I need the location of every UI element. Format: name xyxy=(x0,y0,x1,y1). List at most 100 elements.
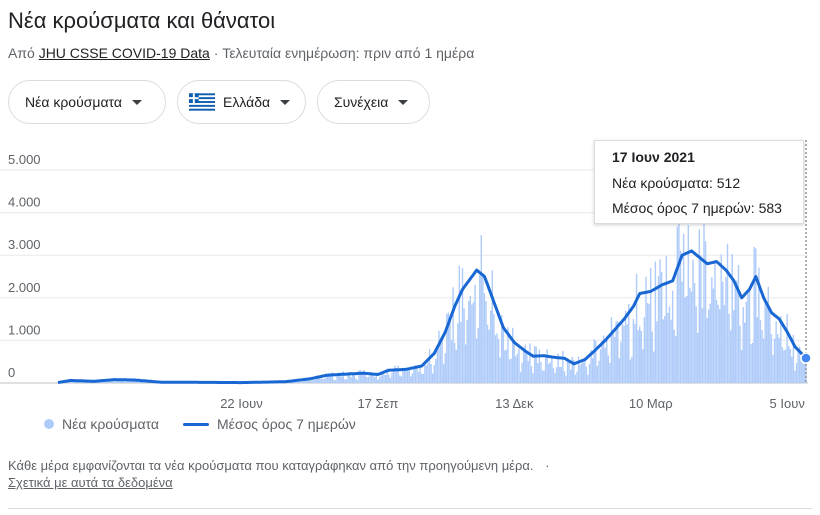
y-tick-label: 0 xyxy=(8,365,15,380)
daily-case-bar xyxy=(667,312,669,383)
daily-case-bar xyxy=(712,288,715,383)
about-data-link[interactable]: Σχετικά με αυτά τα δεδομένα xyxy=(8,475,173,490)
daily-case-bar xyxy=(469,295,472,383)
daily-case-bar xyxy=(563,371,566,383)
daily-case-bar xyxy=(554,372,556,383)
x-tick-label: 17 Σεπ xyxy=(357,396,398,411)
daily-case-bar xyxy=(511,327,514,383)
daily-case-bar xyxy=(565,375,567,383)
daily-case-bar xyxy=(331,372,334,383)
daily-case-bar xyxy=(461,267,464,383)
daily-case-bar xyxy=(483,293,486,383)
daily-case-bar xyxy=(508,359,511,383)
tooltip-date: 17 Ιουν 2021 xyxy=(612,149,695,165)
daily-case-bar xyxy=(654,261,657,383)
daily-case-bar xyxy=(463,308,465,383)
daily-case-bar xyxy=(524,344,526,383)
daily-case-bar xyxy=(533,346,536,383)
daily-case-bar xyxy=(309,379,312,383)
daily-case-bar xyxy=(333,379,335,383)
daily-case-bar xyxy=(574,374,577,383)
daily-case-bar xyxy=(402,370,404,383)
line-legend-swatch xyxy=(182,422,209,426)
daily-case-bar xyxy=(602,335,605,383)
daily-case-bar xyxy=(458,265,461,383)
range-dropdown[interactable]: Συνέχεια xyxy=(317,80,430,124)
daily-case-bar xyxy=(798,346,801,383)
daily-case-bar xyxy=(653,351,655,383)
daily-case-bar xyxy=(406,371,409,383)
daily-case-bar xyxy=(784,349,787,383)
daily-case-bar xyxy=(629,359,631,383)
metric-dropdown[interactable]: Νέα κρούσματα xyxy=(8,80,166,124)
daily-case-bar xyxy=(576,371,578,383)
daily-case-bar xyxy=(386,368,388,383)
daily-case-bar xyxy=(537,363,539,383)
daily-case-bar xyxy=(538,349,541,383)
daily-case-bar xyxy=(477,327,479,383)
daily-case-bar xyxy=(314,379,316,383)
daily-case-bar xyxy=(491,270,493,383)
bars-legend-label: Νέα κρούσματα xyxy=(62,416,159,432)
daily-case-bar xyxy=(389,377,392,383)
daily-case-bar xyxy=(591,358,594,383)
daily-case-bar xyxy=(651,331,653,383)
daily-case-bar xyxy=(703,224,705,383)
daily-case-bar xyxy=(571,356,573,383)
daily-case-bar xyxy=(656,321,658,383)
country-dropdown-label: Ελλάδα xyxy=(223,94,271,110)
daily-case-bar xyxy=(624,310,627,383)
daily-case-bar xyxy=(447,312,450,383)
daily-case-bar xyxy=(540,362,542,383)
daily-case-bar xyxy=(363,370,365,383)
metric-dropdown-label: Νέα κρούσματα xyxy=(25,94,122,110)
daily-case-bar xyxy=(522,349,525,383)
daily-case-bar xyxy=(69,381,72,383)
line-legend-label: Μέσος όρος 7 ημερών xyxy=(216,416,356,432)
x-tick-label: 13 Δεκ xyxy=(495,396,534,411)
daily-case-bar xyxy=(659,259,661,383)
daily-case-bar xyxy=(315,375,318,383)
range-dropdown-label: Συνέχεια xyxy=(334,94,389,110)
daily-case-bar xyxy=(113,381,116,383)
daily-case-bar xyxy=(516,353,519,383)
cases-chart[interactable]: 0 1.000 2.000 3.000 4.000 5.000 22 Ιουν 17 Σεπ 1… xyxy=(0,130,820,420)
daily-case-bar xyxy=(312,379,315,383)
daily-case-bar xyxy=(676,226,679,383)
daily-case-bar xyxy=(530,366,533,383)
daily-case-bar xyxy=(350,376,352,383)
daily-case-bar xyxy=(557,353,559,383)
daily-case-bar xyxy=(632,318,635,383)
daily-case-bar xyxy=(675,335,677,383)
daily-case-bar xyxy=(377,379,379,383)
daily-case-bar xyxy=(341,376,343,383)
daily-case-bar xyxy=(127,380,130,383)
daily-case-bar xyxy=(618,358,621,383)
daily-case-bar xyxy=(135,381,138,383)
daily-case-bar xyxy=(769,307,771,383)
daily-case-bar xyxy=(432,373,434,383)
daily-case-bar xyxy=(598,360,600,383)
daily-case-bar xyxy=(381,373,384,383)
daily-case-bar xyxy=(466,319,468,383)
country-dropdown[interactable]: Ελλάδα xyxy=(177,80,306,124)
daily-case-bar xyxy=(739,325,741,383)
source-link[interactable]: JHU CSSE COVID-19 Data xyxy=(38,45,210,61)
daily-case-bar xyxy=(430,364,432,383)
daily-case-bar xyxy=(71,382,73,383)
daily-case-bar xyxy=(726,243,729,383)
daily-case-bar xyxy=(422,373,424,383)
daily-case-bar xyxy=(560,366,562,383)
tooltip-average: Μέσος όρος 7 ημερών: 583 xyxy=(612,200,782,216)
daily-case-bar xyxy=(424,361,426,383)
daily-case-bar xyxy=(681,281,683,383)
daily-case-bar xyxy=(555,367,558,383)
daily-case-bar xyxy=(639,326,641,383)
greece-flag-icon xyxy=(189,93,215,111)
daily-case-bar xyxy=(347,372,349,383)
daily-case-bar xyxy=(549,362,552,383)
daily-case-bar xyxy=(684,297,686,383)
source-line: Από JHU CSSE COVID-19 Data · Τελευταία ε… xyxy=(8,45,474,61)
daily-case-bar xyxy=(405,370,407,383)
daily-case-bar xyxy=(733,310,735,383)
